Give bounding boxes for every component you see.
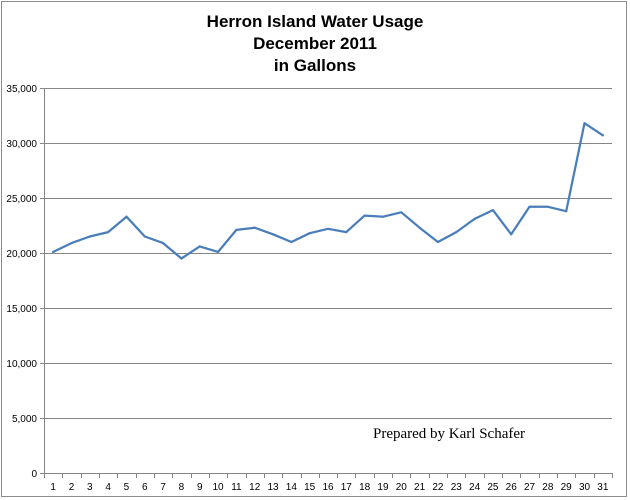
axes xyxy=(44,88,612,474)
y-tick-label: 20,000 xyxy=(6,249,37,260)
x-tick-label: 8 xyxy=(179,482,185,493)
data-point xyxy=(418,226,421,229)
data-point xyxy=(198,245,201,248)
data-point xyxy=(253,226,256,229)
x-tick-label: 23 xyxy=(451,482,463,493)
x-tick-label: 26 xyxy=(506,482,518,493)
x-tick-label: 5 xyxy=(124,482,130,493)
y-tick-label: 10,000 xyxy=(6,359,37,370)
x-tick-label: 10 xyxy=(213,482,225,493)
data-point xyxy=(326,227,330,230)
x-tick-label: 14 xyxy=(286,482,298,493)
x-tick-label: 27 xyxy=(524,482,536,493)
x-tick-label: 31 xyxy=(597,482,609,493)
data-point xyxy=(565,210,568,213)
series-group xyxy=(52,122,604,260)
x-tick-label: 19 xyxy=(377,482,389,493)
x-tick-label: 30 xyxy=(579,482,591,493)
chart-title-line-1: Herron Island Water Usage xyxy=(206,12,424,31)
y-tick-label: 5,000 xyxy=(12,414,37,425)
data-point xyxy=(125,215,128,218)
data-point xyxy=(107,231,110,234)
x-tick-label: 28 xyxy=(542,482,554,493)
y-tick-label: 35,000 xyxy=(6,84,37,95)
data-point xyxy=(381,215,385,218)
x-tick-label: 4 xyxy=(105,482,111,493)
x-tick-label: 6 xyxy=(142,482,148,493)
x-tick-label: 21 xyxy=(414,482,426,493)
x-tick-label: 12 xyxy=(249,482,261,493)
x-tick-label: 17 xyxy=(341,482,353,493)
x-tick-label: 16 xyxy=(322,482,334,493)
data-point xyxy=(290,240,293,244)
x-tick-label: 13 xyxy=(267,482,279,493)
data-point xyxy=(235,228,238,231)
data-point xyxy=(400,211,403,214)
y-tick-label: 30,000 xyxy=(6,139,37,150)
x-tick-label: 15 xyxy=(304,482,316,493)
y-axis-ticks: 0 5,000 10,000 15,000 20,000 25,000 30,000 35,0… xyxy=(6,84,44,480)
data-point xyxy=(455,231,458,234)
data-point xyxy=(345,231,348,234)
data-point xyxy=(601,134,604,137)
chart-title-line-3: in Gallons xyxy=(273,56,357,75)
data-point xyxy=(473,217,476,220)
x-tick-label: 3 xyxy=(87,482,93,493)
data-point xyxy=(546,205,550,208)
data-point xyxy=(528,205,531,208)
data-point xyxy=(143,235,146,238)
x-tick-label: 9 xyxy=(197,482,203,493)
y-tick-label: 15,000 xyxy=(6,304,37,315)
data-point xyxy=(162,242,165,245)
data-point xyxy=(308,232,311,235)
x-tick-label: 20 xyxy=(396,482,408,493)
x-tick-label: 25 xyxy=(487,482,499,493)
data-point xyxy=(52,250,55,253)
data-point xyxy=(271,233,275,236)
gridlines xyxy=(44,88,612,419)
data-point xyxy=(436,240,439,244)
y-tick-label: 0 xyxy=(31,469,37,480)
x-tick-label: 22 xyxy=(432,482,444,493)
x-tick-label: 18 xyxy=(359,482,371,493)
data-point xyxy=(180,257,183,260)
x-tick-label: 7 xyxy=(160,482,166,493)
data-point xyxy=(363,214,366,217)
data-point xyxy=(510,233,513,236)
chart-title-line-2: December 2011 xyxy=(253,34,377,53)
x-axis-ticks: 1 2 3 4 5 6 7 8 9 10 11 12 13 14 15 16 17 18 19 20 21 22 23 24 2… xyxy=(44,473,613,493)
x-tick-label: 1 xyxy=(50,482,56,493)
x-tick-label: 2 xyxy=(69,482,75,493)
x-tick-label: 29 xyxy=(561,482,573,493)
data-point xyxy=(491,209,494,212)
data-point xyxy=(583,122,586,125)
x-tick-label: 24 xyxy=(469,482,481,493)
data-point xyxy=(70,242,73,245)
data-point xyxy=(217,250,220,253)
chart-annotation: Prepared by Karl Schafer xyxy=(373,426,525,442)
y-tick-label: 25,000 xyxy=(6,194,37,205)
data-point xyxy=(88,235,91,238)
x-tick-label: 11 xyxy=(231,482,242,493)
